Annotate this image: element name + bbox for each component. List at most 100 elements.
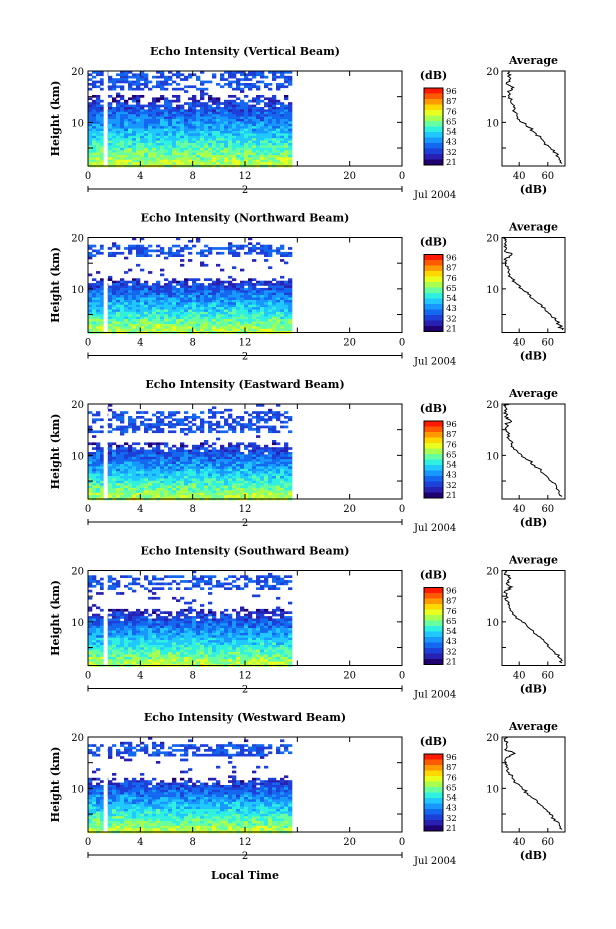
profile-x-tick-label: 60 xyxy=(541,671,554,682)
x-tick-label: 4 xyxy=(137,338,143,349)
colorbar-tick-label: 76 xyxy=(446,607,457,617)
colorbar-tick-label: 96 xyxy=(446,87,457,97)
colorbar-swatch xyxy=(424,110,443,116)
y-tick-label: 20 xyxy=(71,733,84,744)
x-tick-label: 4 xyxy=(137,837,143,848)
colorbar-tick-label: 21 xyxy=(446,325,457,335)
colorbar-swatch xyxy=(424,825,443,832)
x-tick-label: 20 xyxy=(343,171,356,182)
profile-y-tick-label: 20 xyxy=(486,67,499,78)
y-axis-label: Height (km) xyxy=(49,247,62,323)
profile-frame xyxy=(501,70,566,167)
colorbar-swatch xyxy=(424,132,443,138)
colorbar-tick-label: 65 xyxy=(446,117,457,127)
y-tick-label: 20 xyxy=(71,67,84,78)
day-marker: 2 xyxy=(242,352,248,363)
profile-x-tick-label: 40 xyxy=(513,837,526,848)
profile-x-tick-label: 60 xyxy=(541,171,554,182)
colorbar-swatch xyxy=(424,620,443,627)
day-marker: 2 xyxy=(242,518,248,529)
profile-frame xyxy=(501,570,566,666)
colorbar-swatch xyxy=(424,148,443,155)
colorbar-tick-label: 21 xyxy=(446,658,457,668)
panel-title: Echo Intensity (Northward Beam) xyxy=(141,212,350,225)
profile-line xyxy=(502,237,565,331)
colorbar-swatch xyxy=(424,99,443,105)
data-gap xyxy=(103,737,108,832)
colorbar-swatch xyxy=(424,476,443,482)
colorbar-unit: (dB) xyxy=(420,402,447,415)
colorbar-swatch xyxy=(424,604,443,610)
y-tick-label: 10 xyxy=(71,118,84,129)
x-tick-label: 4 xyxy=(137,504,143,515)
panels-group: Echo Intensity (Vertical Beam)0 4 8 12 20 020… xyxy=(49,45,566,867)
day-marker: 2 xyxy=(242,851,248,862)
colorbar-tick-label: 54 xyxy=(446,794,457,804)
colorbar-swatch xyxy=(424,653,443,660)
colorbar-swatch xyxy=(424,492,443,499)
date-label: Jul 2004 xyxy=(413,190,456,201)
colorbar-swatch xyxy=(424,159,443,166)
profile-title: Average xyxy=(508,720,558,733)
y-tick-label: 20 xyxy=(71,400,84,411)
x-tick-label: 20 xyxy=(343,338,356,349)
colorbar-swatch xyxy=(424,781,443,788)
panel-title: Echo Intensity (Eastward Beam) xyxy=(145,378,344,391)
colorbar-swatch xyxy=(424,765,443,771)
profile-frame xyxy=(501,237,566,333)
date-label: Jul 2004 xyxy=(413,357,456,368)
colorbar-tick-label: 43 xyxy=(446,138,457,148)
colorbar-tick-label: 87 xyxy=(446,597,457,607)
x-tick-label: 4 xyxy=(137,671,143,682)
colorbar-swatch xyxy=(424,598,443,605)
colorbar-swatch xyxy=(424,443,443,449)
colorbar-swatch xyxy=(424,154,443,160)
colorbar-swatch xyxy=(424,421,443,427)
x-tick-label: 0 xyxy=(85,671,91,682)
panel-2: Echo Intensity (Northward Beam) 0 4 8 12 20 0 2… xyxy=(49,212,566,368)
colorbar-swatch xyxy=(424,104,443,111)
heatmap-cells xyxy=(88,570,293,667)
profile-line xyxy=(502,403,563,497)
profile-y-tick-label: 20 xyxy=(486,234,499,245)
colorbar-swatch xyxy=(424,465,443,471)
panel-title: Echo Intensity (Vertical Beam) xyxy=(150,45,340,58)
profile-frame xyxy=(501,403,566,500)
colorbar-swatch xyxy=(424,809,443,815)
colorbar-swatch xyxy=(424,293,443,299)
x-tick-label: 20 xyxy=(343,671,356,682)
colorbar-swatch xyxy=(424,320,443,327)
x-tick-label: 0 xyxy=(85,338,91,349)
profile-title: Average xyxy=(508,554,558,567)
colorbar-frame xyxy=(423,587,444,665)
profile-line xyxy=(503,736,563,830)
colorbar-tick-label: 65 xyxy=(446,284,457,294)
x-tick-label: 0 xyxy=(399,171,405,182)
colorbar-swatch xyxy=(424,260,443,266)
data-gap xyxy=(103,570,108,666)
y-tick-label: 10 xyxy=(71,285,84,296)
panel-title: Echo Intensity (Westward Beam) xyxy=(144,711,346,724)
colorbar-swatch xyxy=(424,432,443,438)
profile-x-tick-label: 40 xyxy=(513,671,526,682)
profile-x-label: (dB) xyxy=(520,350,547,363)
x-tick-label: 20 xyxy=(343,504,356,515)
x-tick-label: 12 xyxy=(239,171,252,182)
colorbar-tick-label: 21 xyxy=(446,824,457,834)
x-tick-label: 12 xyxy=(239,338,252,349)
profile-y-tick-label: 10 xyxy=(486,618,499,629)
x-tick-label: 8 xyxy=(189,837,195,848)
profile-y-tick-label: 20 xyxy=(486,400,499,411)
colorbar-tick-label: 76 xyxy=(446,440,457,450)
colorbar-tick-label: 32 xyxy=(446,481,457,491)
colorbar-swatch xyxy=(424,759,443,766)
colorbar-tick-label: 65 xyxy=(446,450,457,460)
profile-x-label: (dB) xyxy=(520,683,547,696)
colorbar-swatch xyxy=(424,609,443,616)
data-gap xyxy=(103,237,108,333)
colorbar-swatch xyxy=(424,814,443,821)
colorbar-swatch xyxy=(424,770,443,777)
colorbar-swatch xyxy=(424,470,443,477)
colorbar-tick-label: 87 xyxy=(446,430,457,440)
date-label: Jul 2004 xyxy=(413,690,456,701)
